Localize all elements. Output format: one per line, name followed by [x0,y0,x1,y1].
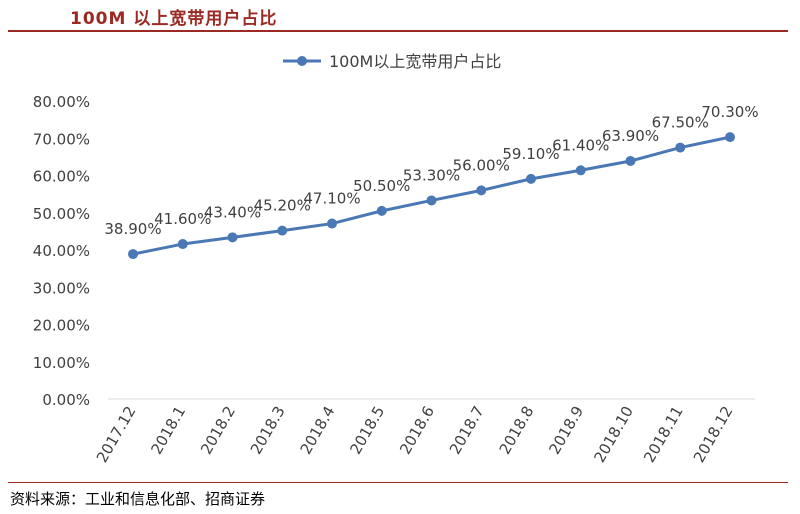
data-label: 61.40% [552,136,609,154]
x-tick-label: 2018.11 [640,403,687,466]
data-point [128,249,138,260]
y-tick-label: 70.00% [33,130,90,148]
data-label: 56.00% [453,156,510,174]
data-point [625,155,636,166]
series-group: 38.90%41.60%43.40%45.20%47.10%50.50%53.3… [104,103,759,260]
x-axis: 2017.12 2018.1 2018.2 2018.3 2018.4 2018.5 201… [93,398,755,466]
data-label: 41.60% [154,210,211,228]
data-point [526,173,536,184]
chart-legend: 100M以上宽带用户占比 [283,52,501,71]
data-label: 70.30% [701,103,758,121]
page-title: 100M 以上宽带用户占比 [70,9,278,29]
x-tick-label: 2018.2 [197,403,239,457]
data-point [476,185,487,196]
x-tick-label: 2018.4 [297,403,339,457]
data-point [426,195,437,206]
legend-point-marker [297,56,307,66]
header-divider [8,30,788,32]
y-tick-label: 50.00% [33,205,90,223]
data-point [227,232,238,243]
x-tick-label: 2018.5 [346,403,388,457]
x-tick-label: 2017.12 [93,403,140,466]
line-chart: 100M以上宽带用户占比 0.00% 10.00% 20.00% 30.00% 40.0… [33,52,759,466]
data-label: 38.90% [104,220,161,238]
data-point [575,165,586,176]
x-tick-label: 2018.12 [690,403,737,466]
x-tick-label: 2018.6 [396,403,438,457]
x-tick-label: 2018.3 [247,403,289,457]
data-label: 47.10% [303,190,360,208]
y-axis: 0.00% 10.00% 20.00% 30.00% 40.00% 50.00% 60.00… [33,93,90,409]
y-tick-label: 0.00% [42,391,90,409]
data-label: 59.10% [502,145,559,163]
data-point [327,218,337,229]
x-tick-label: 2018.9 [545,403,587,457]
y-tick-label: 80.00% [33,93,90,111]
data-point [725,132,735,143]
y-tick-label: 40.00% [33,242,90,260]
legend-label: 100M以上宽带用户占比 [329,52,501,71]
data-point [675,142,686,153]
data-label: 63.90% [602,127,659,145]
data-label: 45.20% [254,197,311,215]
data-label: 67.50% [652,114,709,132]
x-tick-label: 2018.10 [590,403,637,466]
data-label: 53.30% [403,166,460,184]
y-tick-label: 60.00% [33,168,90,186]
source-note: 资料来源：工业和信息化部、招商证券 [10,490,266,508]
y-tick-label: 20.00% [33,317,90,335]
data-point [277,225,288,236]
footer-divider [8,482,788,483]
y-tick-label: 30.00% [33,279,90,297]
data-label: 43.40% [204,203,261,221]
x-tick-label: 2018.8 [496,403,538,457]
y-tick-label: 10.00% [33,354,90,372]
data-label: 50.50% [353,177,410,195]
data-point [177,239,188,250]
x-tick-label: 2018.1 [147,403,189,457]
data-point [376,205,387,216]
x-tick-label: 2018.7 [446,403,488,457]
